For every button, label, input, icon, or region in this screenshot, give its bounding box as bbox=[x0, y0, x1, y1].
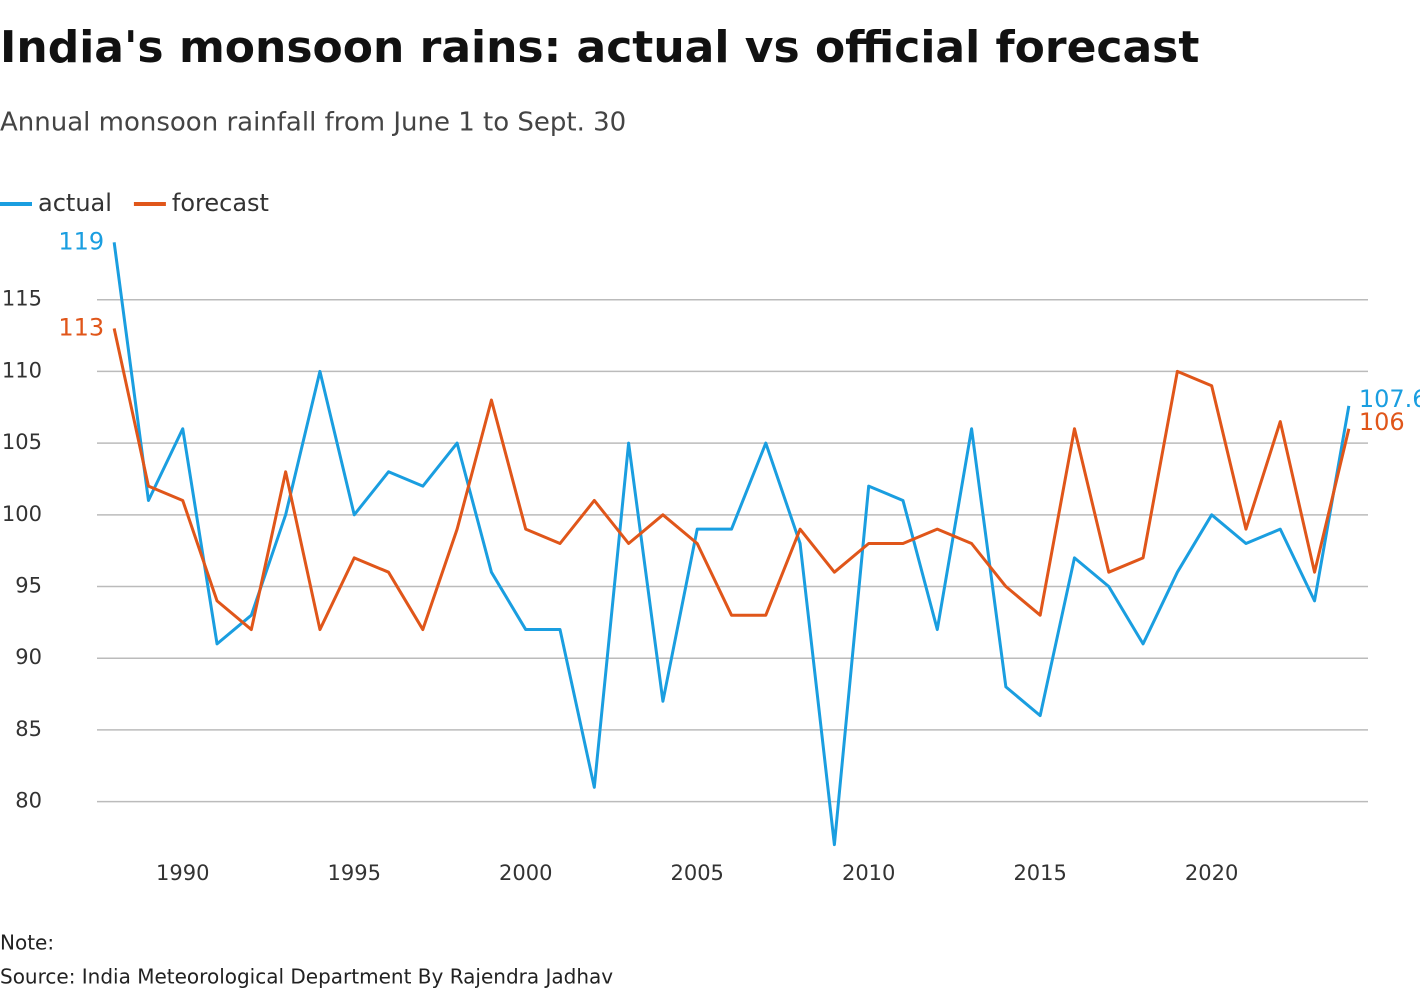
x-tick-label: 2000 bbox=[499, 861, 552, 885]
chart-subtitle: Annual monsoon rainfall from June 1 to S… bbox=[0, 108, 626, 138]
x-tick-label: 2015 bbox=[1013, 861, 1066, 885]
value-label: 106 bbox=[1359, 408, 1405, 436]
x-tick-label: 1990 bbox=[156, 861, 209, 885]
legend-label: forecast bbox=[172, 189, 269, 217]
x-tick-label: 1995 bbox=[328, 861, 381, 885]
y-tick-label: 85 bbox=[15, 717, 42, 741]
value-label: 113 bbox=[58, 313, 104, 341]
y-tick-label: 110 bbox=[2, 358, 42, 382]
line-forecast bbox=[112, 328, 1351, 632]
x-tick-label: 2020 bbox=[1185, 861, 1238, 885]
chart-title: India's monsoon rains: actual vs officia… bbox=[0, 22, 1199, 73]
legend-label: actual bbox=[38, 189, 112, 217]
y-tick-label: 90 bbox=[15, 645, 42, 669]
y-tick-label: 100 bbox=[2, 502, 42, 526]
y-tick-label: 95 bbox=[15, 574, 42, 598]
y-tick-label: 80 bbox=[15, 789, 42, 813]
value-label: 119 bbox=[58, 227, 104, 255]
x-tick-label: 2005 bbox=[670, 861, 723, 885]
source: Source: India Meteorological Department … bbox=[0, 965, 613, 989]
y-tick-label: 115 bbox=[2, 287, 42, 311]
note: Note: bbox=[0, 931, 54, 955]
value-label: 107.6 bbox=[1359, 385, 1420, 413]
line-actual bbox=[112, 242, 1351, 847]
y-tick-label: 105 bbox=[2, 430, 42, 454]
x-tick-label: 2010 bbox=[842, 861, 895, 885]
